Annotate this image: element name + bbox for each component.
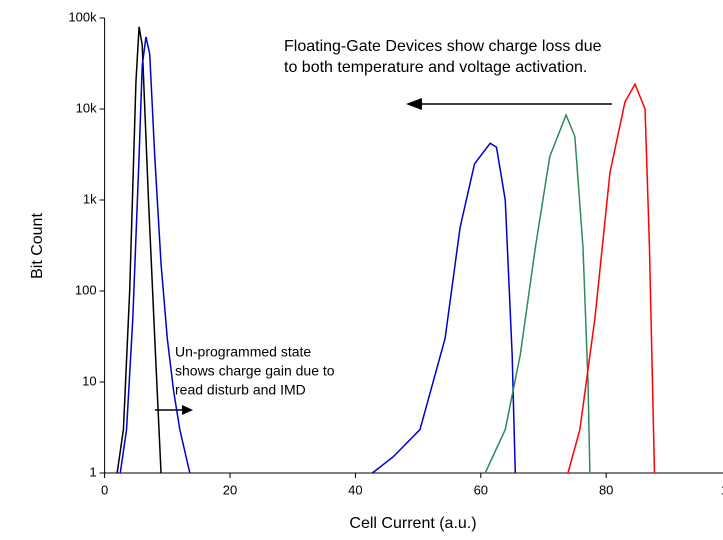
annotation: read disturb and IMD: [175, 382, 306, 398]
y-tick-label: 10: [82, 373, 96, 388]
x-tick-label: 40: [348, 482, 362, 497]
annotation: to both temperature and voltage activati…: [284, 59, 587, 76]
arrow: [155, 405, 193, 415]
series-line: [567, 82, 656, 474]
annotation: Floating-Gate Devices show charge loss d…: [284, 38, 602, 55]
x-tick-label: 0: [101, 482, 108, 497]
x-tick-label: 20: [223, 482, 237, 497]
y-tick-label: 100: [75, 282, 97, 297]
x-tick-label: 60: [474, 482, 488, 497]
series-line: [119, 36, 517, 474]
y-tick-label: 1: [89, 464, 96, 479]
y-tick-label: 1k: [83, 191, 97, 206]
series-line: [484, 112, 591, 474]
x-tick-label: 80: [599, 482, 613, 497]
y-tick-label: 100k: [68, 9, 97, 24]
y-axis-title: Bit Count: [29, 213, 46, 279]
annotation: shows charge gain due to: [175, 363, 335, 379]
x-axis-title: Cell Current (a.u.): [349, 515, 476, 532]
y-tick-label: 10k: [76, 100, 97, 115]
annotation: Un-programmed state: [175, 344, 311, 360]
x-tick-label: 100: [721, 482, 723, 497]
arrow: [406, 98, 612, 110]
series-line: [116, 26, 162, 474]
